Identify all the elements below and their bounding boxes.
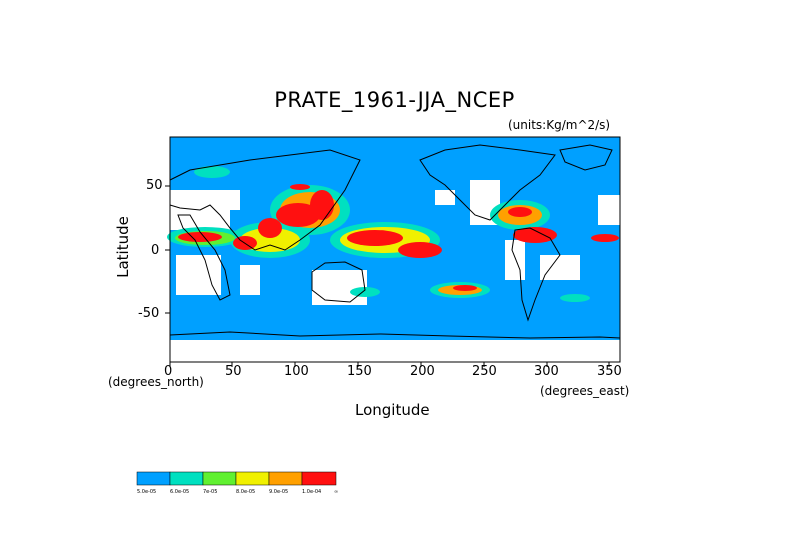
map-title: PRATE_1961-JJA_NCEP	[274, 88, 515, 112]
x-tick-label: 250	[472, 364, 497, 379]
legend-label: 6.0e-05	[170, 489, 190, 495]
x-tick-label: 100	[284, 364, 309, 379]
x-tick-label: 350	[597, 364, 622, 379]
y-tick-label: -50	[138, 306, 160, 321]
rain-heavy-bands	[178, 184, 619, 291]
x-axis-label: Longitude	[355, 401, 430, 419]
legend-colorbar	[136, 471, 337, 486]
axis-ticks	[165, 185, 610, 367]
legend-label: 5.0e-05	[137, 489, 157, 495]
y-tick-label: 50	[146, 178, 163, 193]
legend-label: 1.0e-04	[302, 489, 322, 495]
x-tick-label: 50	[225, 364, 242, 379]
x-tick-label: 150	[347, 364, 372, 379]
y-axis-units: (degrees_north)	[108, 375, 204, 389]
units-label: (units:Kg/m^2/s)	[508, 118, 611, 132]
legend-label: 7e-05	[203, 489, 218, 495]
y-tick-label: 0	[151, 243, 160, 258]
x-axis-units: (degrees_east)	[540, 384, 630, 398]
legend-label: 8.0e-05	[236, 489, 256, 495]
x-tick-label: 200	[410, 364, 435, 379]
coastlines	[169, 144, 621, 339]
legend-label: 9.0e-05	[269, 489, 289, 495]
x-tick-label: 0	[164, 364, 173, 379]
legend-end-mark: ∞	[334, 489, 339, 495]
x-tick-label: 300	[534, 364, 559, 379]
